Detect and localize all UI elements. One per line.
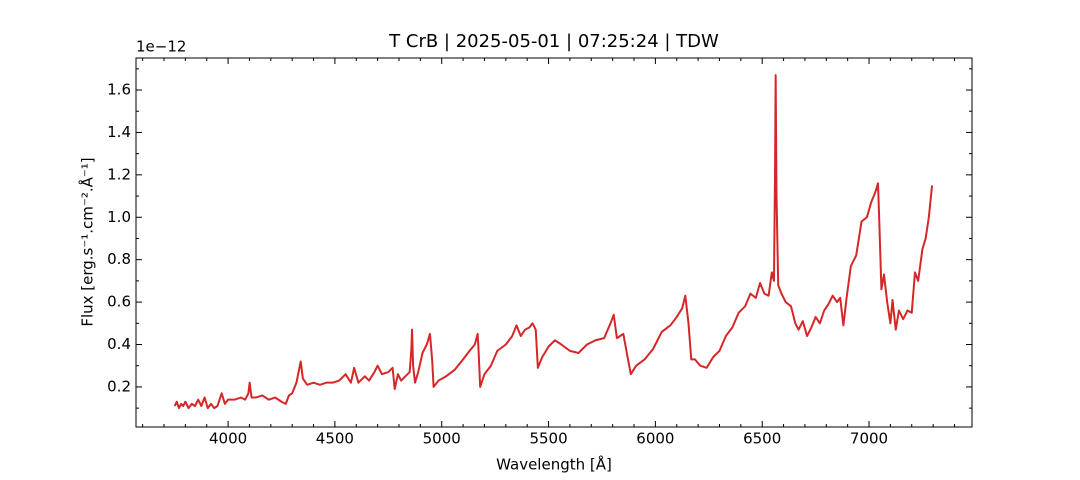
x-tick-label: 6000 — [636, 430, 674, 448]
x-tick-label: 6500 — [743, 430, 781, 448]
y-tick-label: 0.8 — [107, 250, 131, 268]
x-axis-label: Wavelength [Å] — [496, 455, 612, 474]
x-tick-label: 4500 — [316, 430, 354, 448]
x-tick-label: 7000 — [850, 430, 888, 448]
x-tick-label: 5000 — [423, 430, 461, 448]
y-tick-label: 1.4 — [107, 123, 131, 141]
chart-title: T CrB | 2025-05-01 | 07:25:24 | TDW — [388, 31, 719, 52]
spectrum-line — [173, 74, 934, 410]
y-tick-label: 1.0 — [107, 208, 131, 226]
y-axis-label: Flux [erg.s⁻¹.cm⁻².Å⁻¹] — [78, 157, 97, 326]
plot-frame — [135, 57, 973, 428]
y-tick-label: 0.4 — [107, 335, 131, 353]
x-tick-label: 4000 — [209, 430, 247, 448]
y-offset-label: 1e−12 — [136, 38, 186, 56]
y-tick-label: 0.6 — [107, 293, 131, 311]
y-tick-label: 1.6 — [107, 81, 131, 99]
y-tick-label: 0.2 — [107, 377, 131, 395]
y-tick-label: 1.2 — [107, 165, 131, 183]
x-tick-label: 5500 — [529, 430, 567, 448]
